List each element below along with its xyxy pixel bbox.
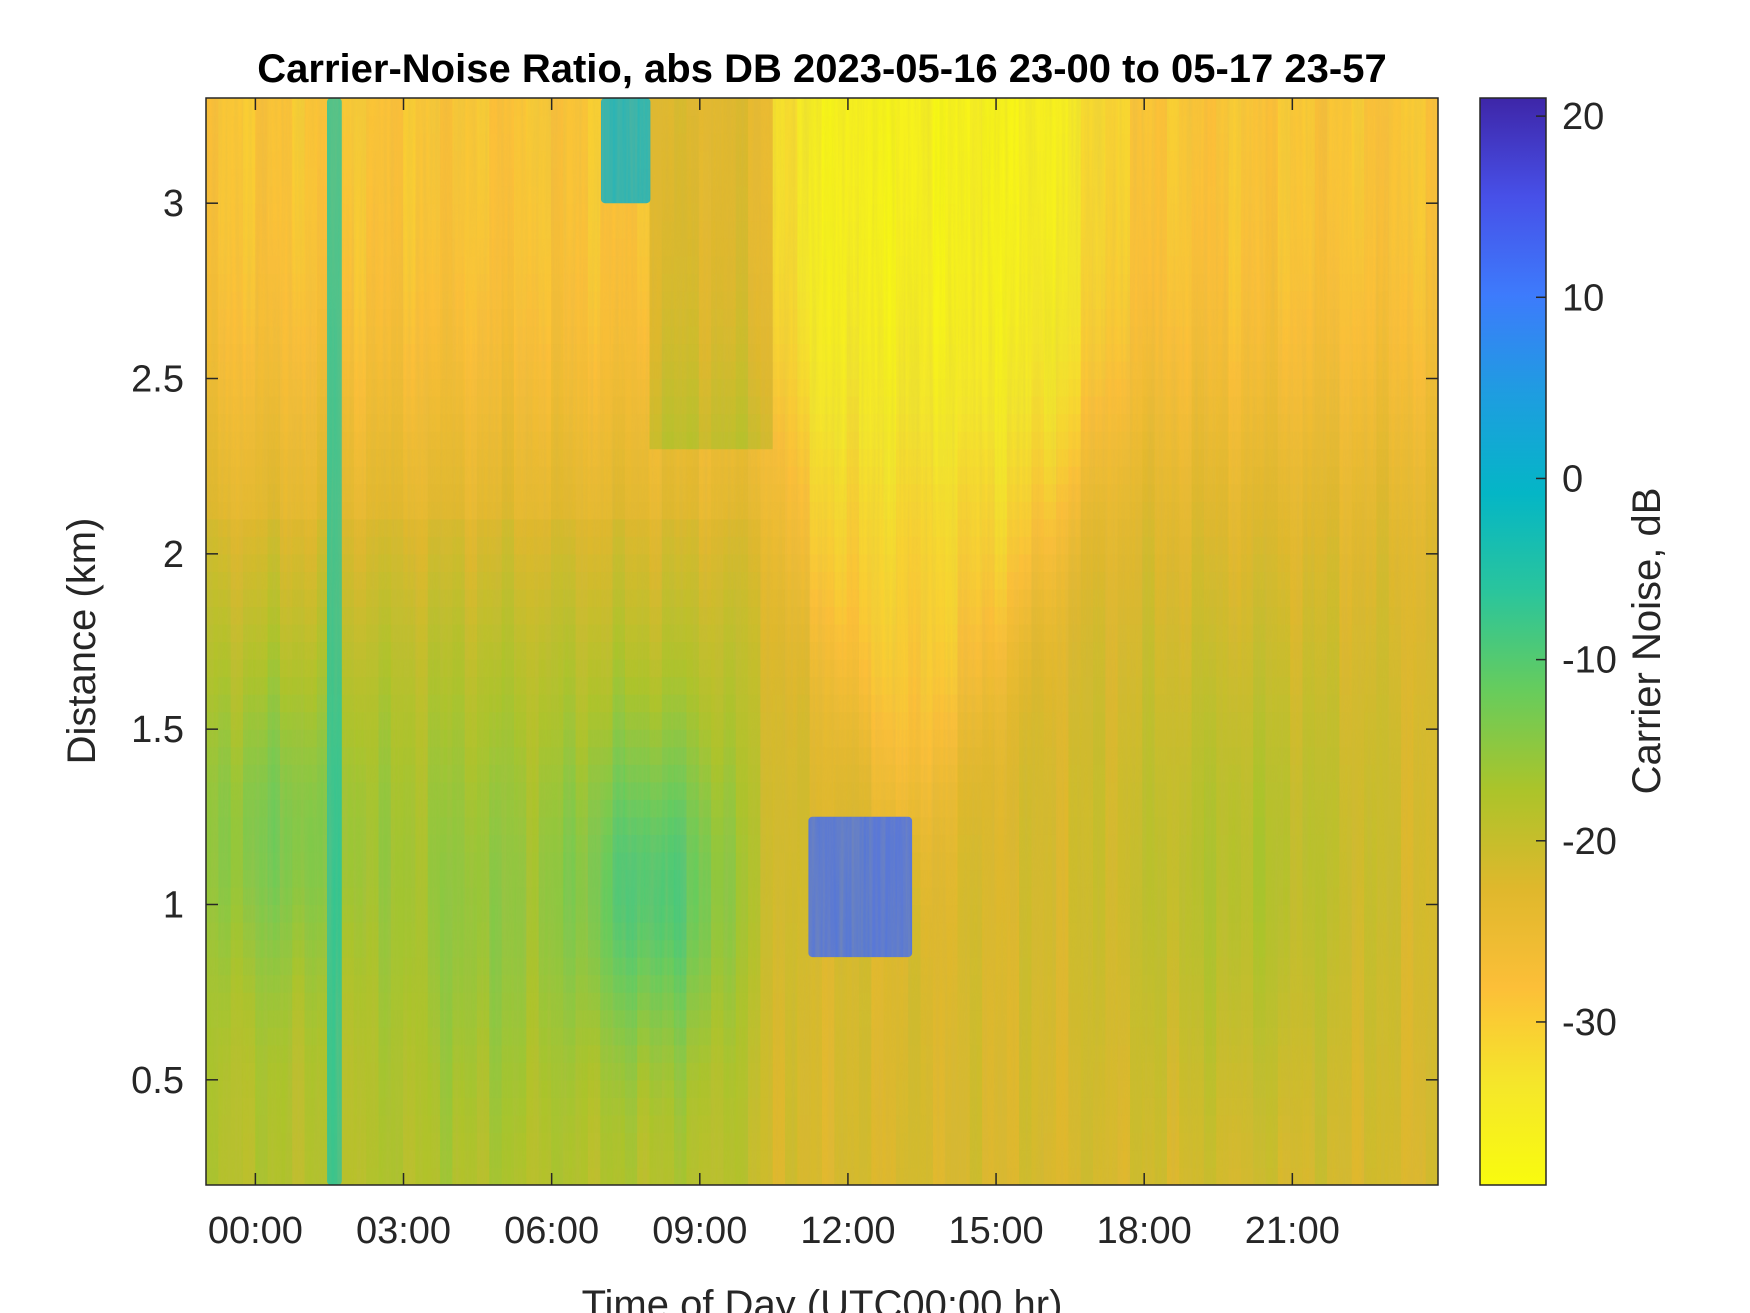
heatmap-plot-area — [206, 98, 1438, 1185]
chart-title: Carrier-Noise Ratio, abs DB 2023-05-16 2… — [257, 47, 1386, 91]
